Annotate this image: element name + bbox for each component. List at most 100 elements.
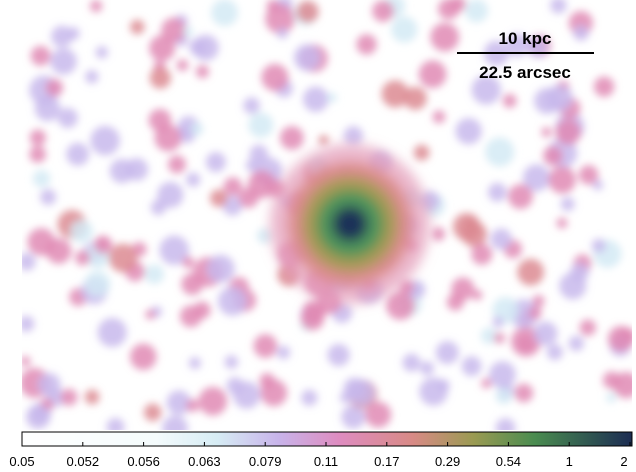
- blob: [261, 64, 288, 91]
- blob: [570, 263, 589, 282]
- blob: [206, 152, 226, 172]
- blob: [38, 373, 61, 396]
- blob: [372, 0, 394, 22]
- blob: [402, 354, 420, 372]
- blob: [518, 336, 534, 352]
- blob: [437, 379, 449, 391]
- blob: [555, 119, 581, 145]
- blob: [210, 189, 228, 207]
- blob: [125, 158, 148, 181]
- blob: [391, 16, 417, 42]
- blob: [557, 218, 568, 229]
- blob: [199, 387, 228, 416]
- blob: [548, 166, 576, 194]
- scale-bar-distance: 10 kpc: [499, 29, 552, 48]
- blob: [18, 253, 36, 271]
- blob: [186, 399, 199, 412]
- core: [270, 144, 430, 304]
- blob: [432, 227, 446, 241]
- blob: [20, 356, 30, 366]
- blob: [462, 356, 482, 376]
- blob: [66, 143, 89, 166]
- blob: [243, 97, 260, 114]
- colorbar-tick-label: 2: [620, 454, 627, 469]
- blob: [471, 244, 492, 265]
- blob: [29, 146, 46, 163]
- colorbar: [22, 432, 632, 446]
- blob: [150, 67, 171, 88]
- blob: [161, 18, 186, 43]
- blob: [529, 306, 542, 319]
- blob: [541, 127, 551, 137]
- blob: [496, 388, 513, 405]
- blob: [144, 404, 162, 422]
- blob: [514, 384, 533, 403]
- blob: [196, 65, 209, 78]
- blob: [453, 213, 481, 241]
- blob: [33, 170, 51, 188]
- blob: [186, 172, 200, 186]
- blob: [85, 70, 99, 84]
- blob: [561, 197, 575, 211]
- blob: [18, 316, 34, 332]
- colorbar-tick-label: 0.063: [188, 454, 221, 469]
- blob: [356, 34, 376, 54]
- blob: [46, 238, 72, 264]
- blob: [85, 390, 100, 405]
- blob: [481, 378, 491, 388]
- blob: [254, 334, 278, 358]
- blob: [451, 277, 474, 300]
- blob: [327, 344, 349, 366]
- blob: [490, 228, 511, 249]
- blob: [145, 264, 165, 284]
- blob: [96, 46, 108, 58]
- blob: [344, 378, 366, 400]
- blob: [130, 344, 156, 370]
- blob: [517, 259, 544, 286]
- blob: [109, 244, 138, 273]
- blob: [239, 188, 259, 208]
- blob: [248, 113, 273, 138]
- colorbar-tick-label: 0.54: [496, 454, 521, 469]
- blob: [180, 305, 202, 327]
- blob: [277, 28, 288, 39]
- blob: [494, 333, 505, 344]
- blob: [573, 25, 589, 41]
- blob: [455, 118, 481, 144]
- blob: [177, 59, 189, 71]
- blob: [319, 135, 329, 145]
- blob: [365, 402, 391, 428]
- core-layer: [332, 206, 368, 242]
- blob: [594, 76, 614, 96]
- blob: [40, 189, 56, 205]
- colorbar-tick-label: 1: [566, 454, 573, 469]
- colorbar-tick-label: 0.05: [9, 454, 34, 469]
- blob: [46, 79, 63, 96]
- colorbar-tick-label: 0.29: [435, 454, 460, 469]
- blob: [31, 46, 51, 66]
- blob: [327, 93, 337, 103]
- blob: [60, 389, 77, 406]
- blob: [98, 318, 127, 347]
- blob: [503, 94, 517, 108]
- blob: [420, 361, 434, 375]
- blob: [546, 85, 573, 112]
- blob: [543, 146, 563, 166]
- blob: [303, 300, 326, 323]
- blob: [436, 341, 459, 364]
- blob: [603, 371, 620, 388]
- blob: [151, 200, 166, 215]
- blob: [580, 319, 596, 335]
- blob: [404, 87, 427, 110]
- colorbar-tick-label: 0.052: [67, 454, 100, 469]
- blob: [75, 250, 90, 265]
- blob: [569, 336, 584, 351]
- blob: [419, 60, 447, 88]
- blob: [485, 137, 514, 166]
- colorbar-tick-label: 0.17: [374, 454, 399, 469]
- blob: [90, 0, 102, 12]
- blob: [493, 316, 504, 327]
- blob: [297, 1, 319, 23]
- blob: [465, 0, 488, 22]
- colorbar-tick-label: 0.079: [249, 454, 282, 469]
